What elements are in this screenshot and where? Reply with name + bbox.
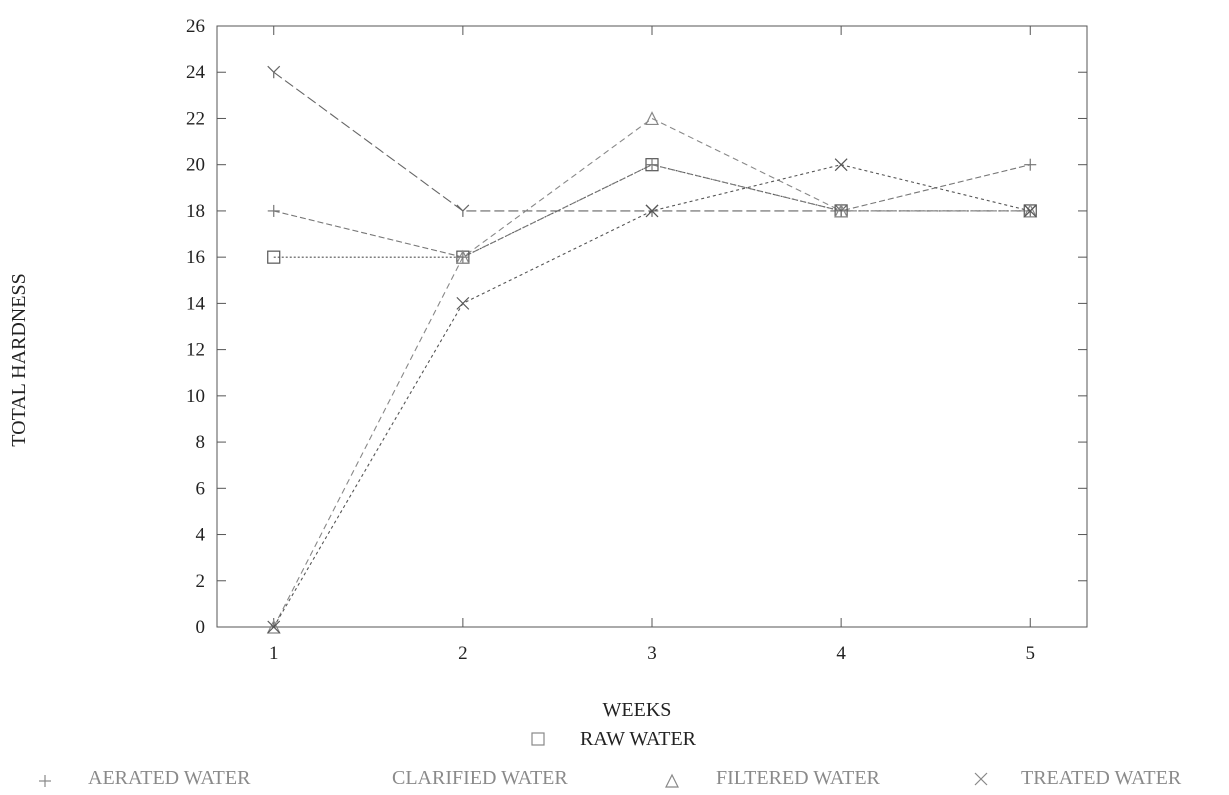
- legend-item: RAW WATER: [531, 728, 697, 750]
- legend-marker: [39, 775, 51, 787]
- legend-item: FILTERED WATER: [665, 767, 881, 789]
- data-point-marker: [267, 250, 281, 264]
- legend-label: CLARIFIED WATER: [392, 767, 568, 789]
- data-point-marker: [1023, 203, 1038, 218]
- x-tick-label: 2: [458, 643, 468, 664]
- y-tick-label: 16: [186, 247, 205, 268]
- y-tick-label: 24: [186, 62, 206, 83]
- legend-marker: [974, 772, 988, 786]
- x-tick-label: 1: [269, 643, 279, 664]
- y-tick-label: 2: [196, 571, 206, 592]
- y-tick-label: 18: [186, 201, 205, 222]
- y-tick-label: 4: [196, 525, 206, 546]
- data-point-marker: [1023, 204, 1037, 218]
- series-line-filtered-water: [273, 117, 1031, 628]
- y-tick-label: 14: [186, 293, 206, 314]
- y-tick-label: 6: [196, 478, 206, 499]
- data-point-marker: [266, 619, 281, 634]
- series-markers: [266, 65, 1038, 634]
- data-point-marker: [267, 204, 280, 217]
- legend-label: AERATED WATER: [88, 767, 251, 789]
- x-axis-title: WEEKS: [603, 699, 672, 721]
- y-axis-title: TOTAL HARDNESS: [8, 273, 30, 446]
- y-tick-label: 0: [196, 617, 206, 638]
- y-tick-label: 12: [186, 340, 205, 361]
- data-point-marker: [834, 158, 848, 172]
- data-point-marker: [834, 204, 848, 217]
- y-tick-label: 22: [186, 108, 205, 129]
- data-point-marker: [834, 203, 849, 218]
- legend-item: CLARIFIED WATER: [392, 767, 568, 789]
- x-tick-label: 3: [647, 643, 657, 664]
- data-point-marker: [267, 65, 281, 79]
- y-tick-label: 20: [186, 155, 205, 176]
- x-tick-label: 4: [836, 643, 846, 664]
- series-lines: [273, 71, 1031, 628]
- data-point-marker: [267, 620, 281, 634]
- y-tick-label: 10: [186, 386, 205, 407]
- legend-item: TREATED WATER: [974, 767, 1182, 789]
- legend-label: RAW WATER: [580, 728, 697, 750]
- y-tick-label: 8: [196, 432, 206, 453]
- data-point-marker: [456, 296, 470, 310]
- legend-marker: [665, 773, 679, 788]
- data-point-marker: [646, 158, 658, 171]
- x-axis: 1 2 3 4 5: [269, 26, 1035, 664]
- data-point-marker: [645, 204, 659, 218]
- legend-item: AERATED WATER: [39, 767, 251, 789]
- data-point-marker: [645, 111, 659, 126]
- y-tick-label: 26: [186, 16, 205, 37]
- legend-marker: [531, 732, 545, 746]
- x-tick-label: 5: [1026, 643, 1036, 664]
- data-point-marker: [456, 204, 470, 217]
- data-point-marker: [1024, 158, 1037, 171]
- data-point-marker: [455, 249, 470, 264]
- legend: RAW WATER AERATED WATER CLARIFIED WATER FIL…: [39, 728, 1182, 789]
- legend-label: FILTERED WATER: [716, 767, 881, 789]
- data-point-marker: [456, 251, 469, 264]
- plot-frame: [216, 25, 1088, 628]
- legend-label: TREATED WATER: [1021, 767, 1182, 789]
- series-line-treated-water: [273, 164, 1031, 628]
- series-line-clarified-water: [273, 71, 1031, 212]
